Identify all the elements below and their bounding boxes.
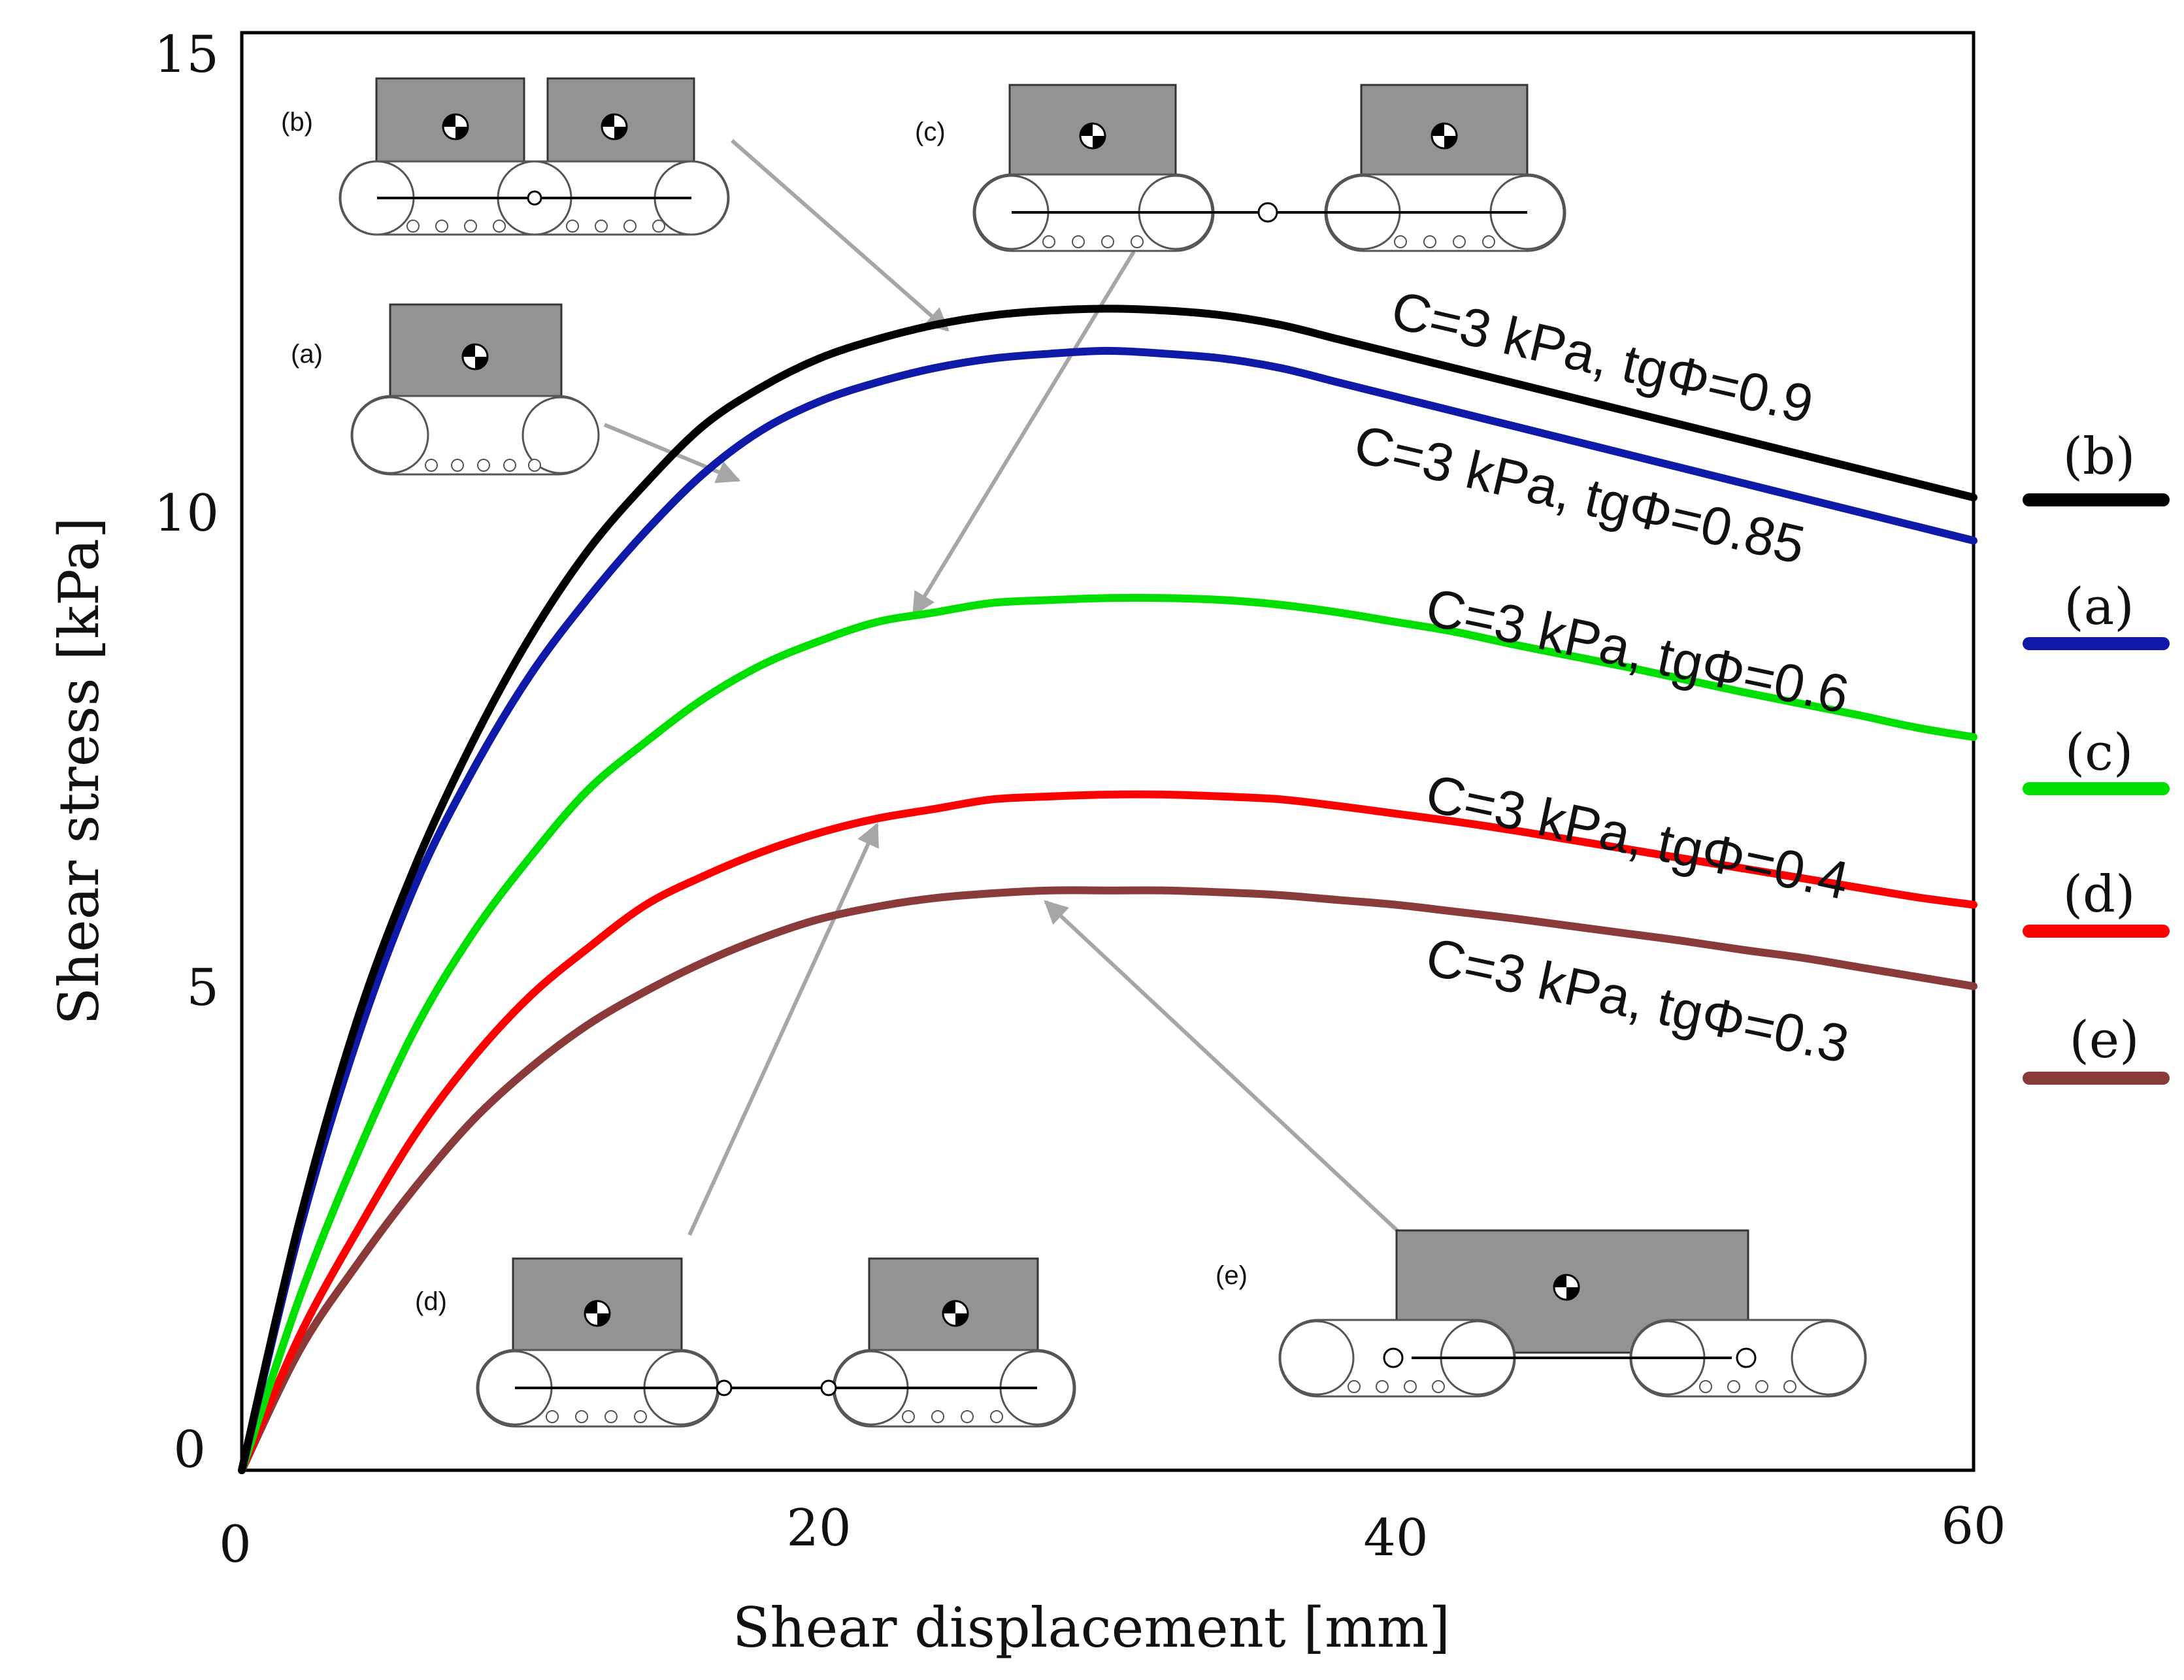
road-wheels [406, 220, 665, 233]
inset-vehicle-a: (a) [291, 303, 600, 476]
annotation-series-e: C=3 kPa, tgΦ=0.3 [1421, 927, 1854, 1075]
series-line-a [238, 346, 1977, 1474]
series-line-c [238, 593, 1977, 1474]
track-wheel [1279, 1320, 1355, 1396]
inset-vehicle-d: (d) [415, 1257, 1076, 1428]
inset-label-b: (b) [281, 108, 313, 137]
track-wheel [521, 396, 600, 474]
inset-pointer-arrows [603, 139, 1400, 1236]
plot-area-frame [240, 31, 1976, 1472]
center-of-mass-icon [1079, 122, 1106, 150]
series-line-d [238, 790, 1977, 1474]
road-wheels [1042, 235, 1495, 248]
road-wheels [425, 459, 541, 472]
drawbar-hitch [1736, 1347, 1757, 1368]
road-wheels [546, 1410, 1003, 1423]
road-wheels [1348, 1380, 1796, 1393]
inset-label-e: (e) [1216, 1261, 1248, 1290]
y-tick-label-10: 10 [154, 484, 219, 543]
drawbar-hitch [820, 1379, 837, 1396]
inset-vehicle-e: (e) [1216, 1229, 1867, 1398]
legend-label-a: (a) [2064, 578, 2134, 636]
drawbar-hitch [716, 1379, 733, 1396]
x-tick-label-20: 20 [786, 1499, 851, 1558]
center-of-mass-icon [1553, 1274, 1580, 1301]
center-of-mass-icon [584, 1300, 611, 1327]
legend: (b) (a) (c) (d) (e) [2023, 427, 2170, 1085]
annotation-series-c: C=3 kPa, tgΦ=0.6 [1421, 578, 1854, 725]
legend-label-d: (d) [2063, 865, 2136, 924]
drawbar-hitch [1257, 202, 1278, 223]
y-tick-label-0: 0 [173, 1421, 206, 1479]
center-of-mass-icon [442, 113, 469, 140]
y-tick-label-5: 5 [186, 959, 219, 1017]
inset-vehicle-b: (b) [281, 77, 730, 236]
inset-label-a: (a) [291, 340, 323, 369]
data-series-group [238, 305, 1977, 1474]
x-tick-label-40: 40 [1363, 1509, 1428, 1568]
center-of-mass-icon [1431, 122, 1458, 150]
arrow-inset-d [687, 822, 879, 1236]
x-tick-label-60: 60 [1941, 1497, 2006, 1556]
articulation-joint [527, 190, 542, 206]
series-line-e [238, 886, 1977, 1474]
annotation-series-d: C=3 kPa, tgΦ=0.4 [1421, 764, 1854, 912]
inset-vehicle-c: (c) [915, 84, 1566, 252]
legend-label-c: (c) [2065, 723, 2134, 782]
y-tick-label-15: 15 [154, 25, 219, 84]
x-axis-title: Shear displacement [mm] [733, 1596, 1450, 1660]
arrow-inset-e [1044, 900, 1400, 1234]
inset-label-c: (c) [915, 118, 946, 146]
center-of-mass-icon [601, 113, 628, 140]
center-of-mass-icon [942, 1300, 969, 1327]
center-of-mass-icon [461, 343, 489, 371]
x-tick-label-0: 0 [219, 1515, 252, 1574]
track-wheel [1791, 1320, 1866, 1396]
y-axis-title: Shear stress [kPa] [47, 517, 111, 1025]
arrow-inset-b [731, 139, 950, 332]
legend-label-e: (e) [2069, 1011, 2139, 1070]
series-line-b [238, 305, 1977, 1474]
drawbar-hitch [1383, 1347, 1404, 1368]
inset-label-d: (d) [415, 1287, 447, 1316]
legend-label-b: (b) [2063, 427, 2136, 486]
track-wheel [351, 396, 429, 474]
